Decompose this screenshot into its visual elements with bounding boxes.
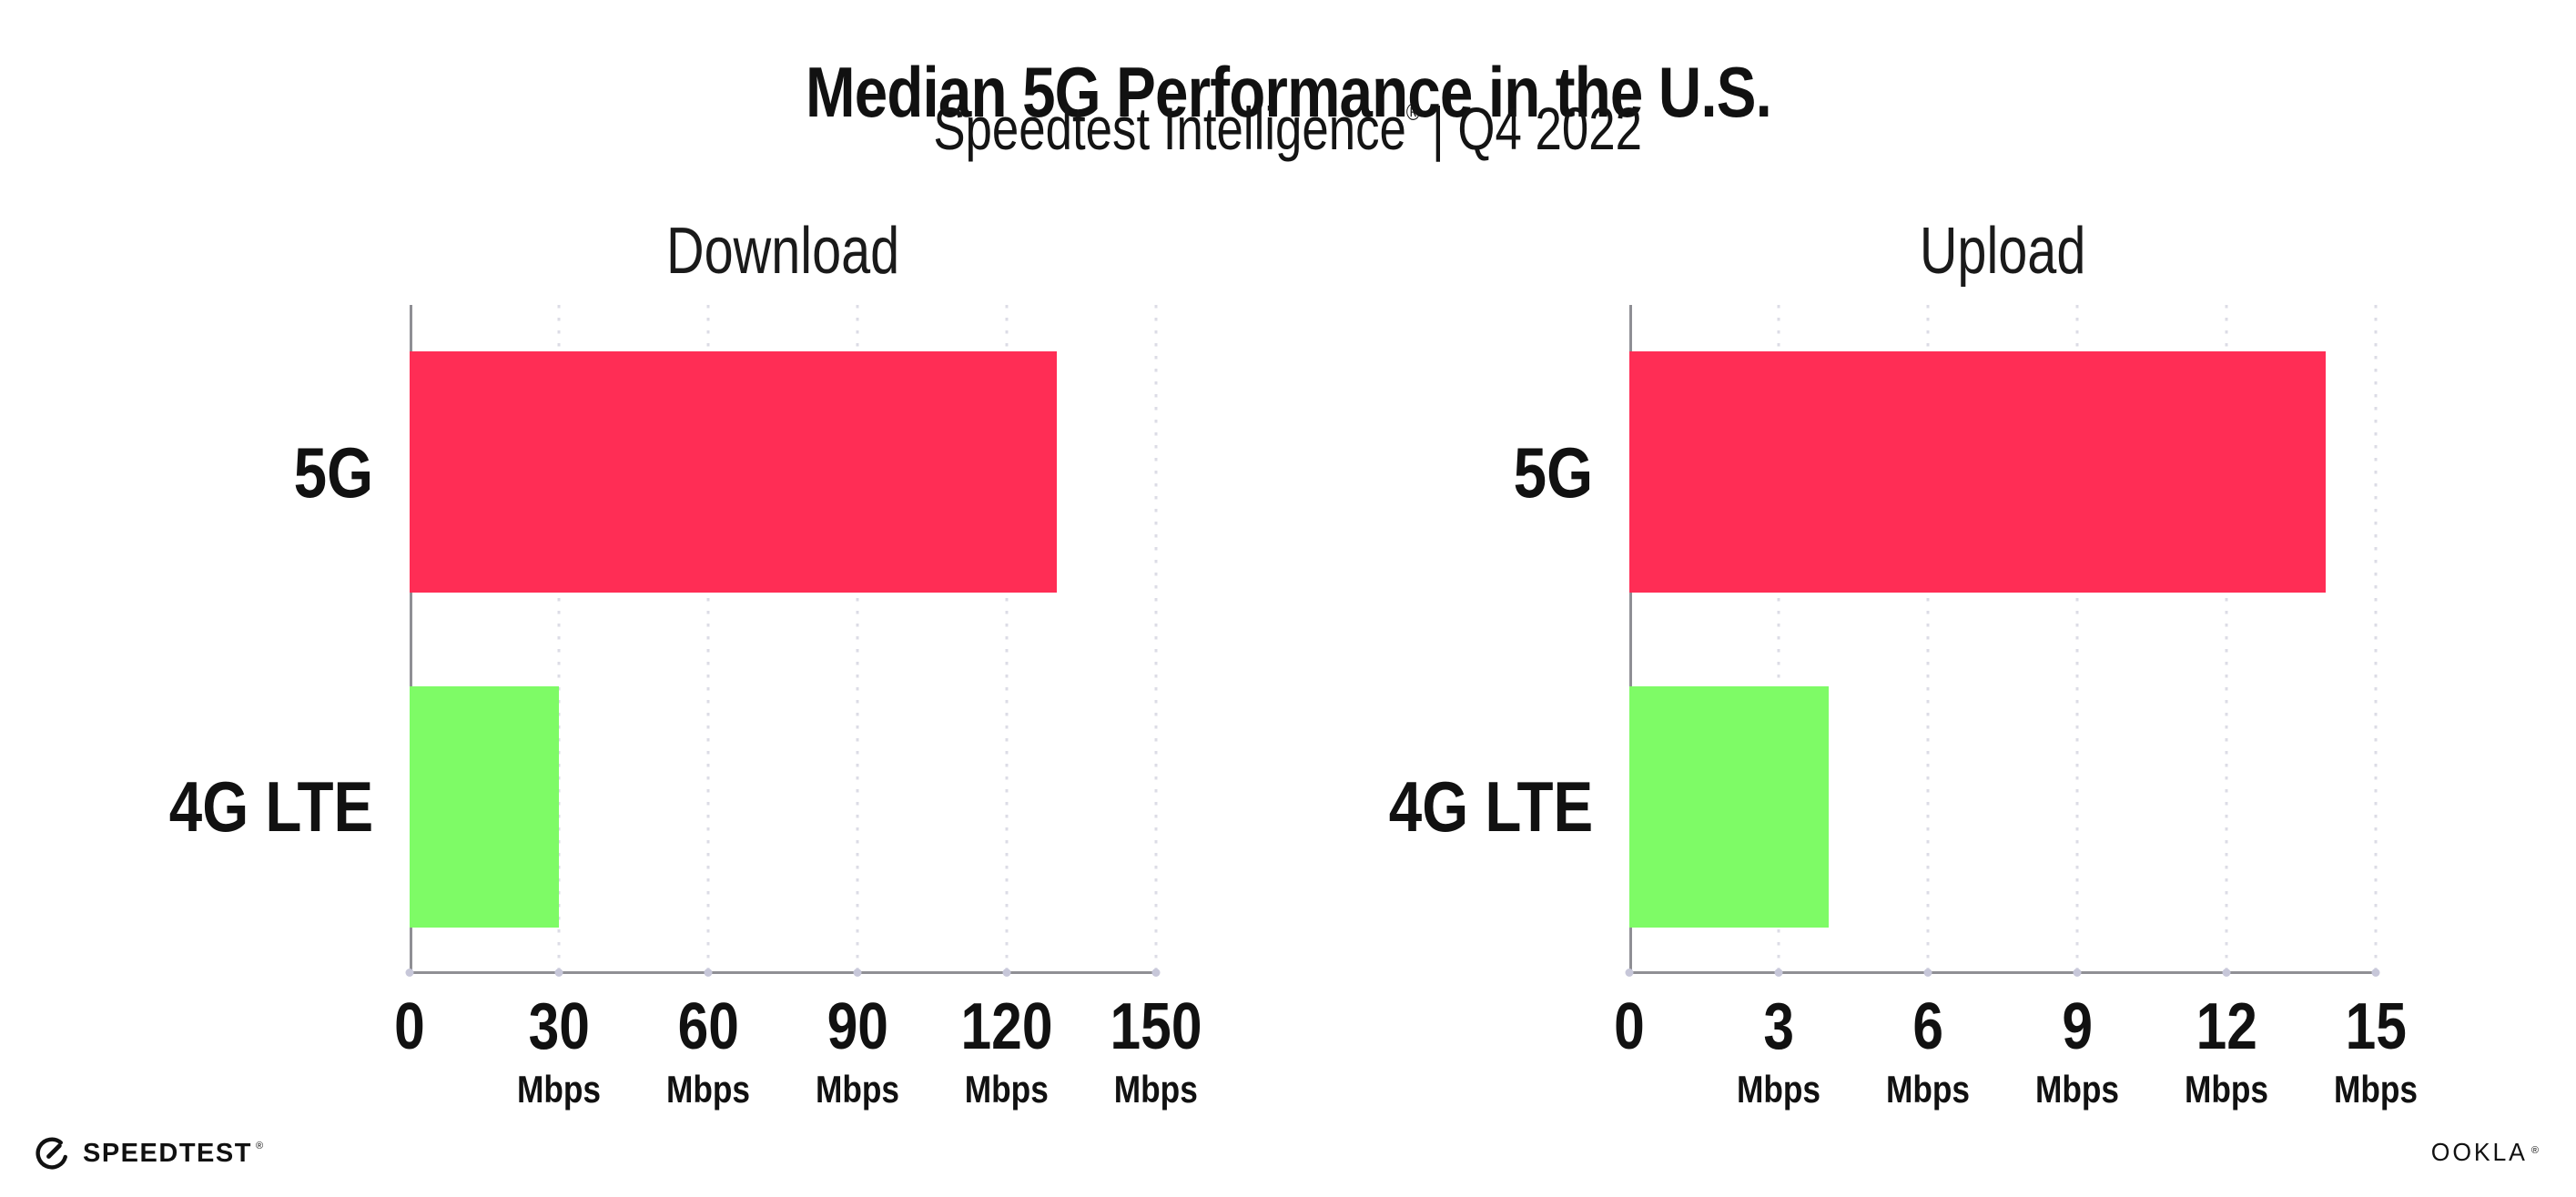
download-chart-title: Download bbox=[410, 218, 1156, 284]
speedtest-registered-icon: ® bbox=[255, 1141, 264, 1151]
ookla-logo: OOKLA ® bbox=[2429, 1140, 2541, 1165]
bar-row-5g bbox=[1629, 305, 2376, 640]
registered-trademark-icon: ® bbox=[1406, 98, 1421, 126]
upload-y-axis-line bbox=[1629, 305, 1632, 974]
x-tick-unit: Mbps bbox=[2184, 1068, 2269, 1111]
upload-bars bbox=[1629, 305, 2376, 974]
x-tick-value: 90 bbox=[827, 990, 888, 1063]
y-axis-label-5g: 5G bbox=[293, 431, 373, 512]
download-y-axis-line bbox=[410, 305, 412, 974]
x-tick-unit: Mbps bbox=[2333, 1068, 2419, 1111]
gridline-15 bbox=[2374, 305, 2378, 974]
x-tick-0: 0 bbox=[1611, 994, 1648, 1060]
gridline-12 bbox=[2225, 305, 2228, 974]
x-tick-unit: Mbps bbox=[2034, 1068, 2120, 1111]
x-tick-value: 30 bbox=[528, 990, 590, 1063]
gridline-150 bbox=[1154, 305, 1158, 974]
gridline-30 bbox=[557, 305, 561, 974]
x-tick-value: 6 bbox=[1912, 990, 1943, 1063]
bar-row-4g-lte bbox=[1629, 640, 2376, 975]
x-tick-150: 150 Mbps bbox=[1101, 994, 1211, 1109]
upload-x-axis-line bbox=[1629, 971, 2376, 974]
x-tick-unit: Mbps bbox=[516, 1068, 602, 1111]
subtitle-product: Speedtest Intelligence bbox=[933, 95, 1407, 162]
bar-5g bbox=[1629, 351, 2327, 593]
x-tick-value: 0 bbox=[1614, 990, 1645, 1063]
x-tick-value: 3 bbox=[1763, 990, 1794, 1063]
download-plot-area bbox=[405, 305, 1161, 977]
x-tick-value: 60 bbox=[677, 990, 739, 1063]
bar-5g bbox=[410, 351, 1057, 593]
download-x-axis-ticks: 0 30 Mbps 60 Mbps 90 Mbps 120 Mbps 150 Mbps bbox=[394, 994, 1202, 1140]
x-tick-unit: Mbps bbox=[1885, 1068, 1971, 1111]
x-tick-value: 150 bbox=[1110, 990, 1202, 1063]
ookla-registered-icon: ® bbox=[2530, 1145, 2541, 1156]
upload-gridlines bbox=[1629, 305, 2378, 974]
x-tick-unit: Mbps bbox=[964, 1068, 1050, 1111]
speedtest-wordmark: SPEEDTEST bbox=[83, 1138, 252, 1168]
upload-x-axis-ticks: 0 3 Mbps 6 Mbps 9 Mbps 12 Mbps 15 Mbps bbox=[1614, 994, 2418, 1140]
download-y-axis-labels: 5G 4G LTE bbox=[91, 305, 373, 974]
x-tick-unit: Mbps bbox=[1736, 1068, 1821, 1111]
page-title-text: Median 5G Performance in the U.S. bbox=[805, 52, 1772, 133]
x-tick-value: 12 bbox=[2196, 990, 2257, 1063]
x-tick-60: 60 Mbps bbox=[658, 994, 758, 1109]
x-tick-value: 120 bbox=[960, 990, 1053, 1063]
x-tick-unit: Mbps bbox=[815, 1068, 900, 1111]
x-tick-30: 30 Mbps bbox=[509, 994, 609, 1109]
bar-row-5g bbox=[410, 305, 1156, 640]
upload-y-axis-labels: 5G 4G LTE bbox=[1311, 305, 1593, 974]
page-subtitle: Speedtest Intelligence® | Q4 2022 bbox=[0, 95, 2576, 164]
gridline-90 bbox=[856, 305, 859, 974]
x-tick-12: 12 Mbps bbox=[2176, 994, 2277, 1109]
x-tick-6: 6 Mbps bbox=[1878, 994, 1978, 1109]
x-tick-9: 9 Mbps bbox=[2027, 994, 2127, 1109]
bar-row-4g-lte bbox=[410, 640, 1156, 975]
upload-chart-title-text: Upload bbox=[1919, 215, 2086, 288]
upload-chart-title: Upload bbox=[1629, 218, 2376, 284]
subtitle-text: Speedtest Intelligence® | Q4 2022 bbox=[934, 95, 1643, 164]
subtitle-period: | Q4 2022 bbox=[1432, 95, 1643, 162]
x-tick-120: 120 Mbps bbox=[952, 994, 1061, 1109]
x-tick-value: 0 bbox=[394, 990, 425, 1063]
bar-4g-lte bbox=[410, 685, 559, 928]
gridline-9 bbox=[2075, 305, 2079, 974]
gridline-6 bbox=[1926, 305, 1930, 974]
download-gridlines bbox=[410, 305, 1158, 974]
bar-4g-lte bbox=[1629, 685, 1829, 928]
gridline-3 bbox=[1777, 305, 1780, 974]
download-chart-title-text: Download bbox=[665, 215, 900, 288]
upload-plot-area bbox=[1625, 305, 2380, 977]
gridline-120 bbox=[1005, 305, 1009, 974]
page-title: Median 5G Performance in the U.S. bbox=[0, 52, 2576, 133]
speedtest-logo: SPEEDTEST ® bbox=[33, 1133, 263, 1173]
x-tick-90: 90 Mbps bbox=[807, 994, 908, 1109]
x-tick-unit: Mbps bbox=[1113, 1068, 1199, 1111]
y-axis-label-4g-lte: 4G LTE bbox=[168, 766, 373, 847]
x-tick-3: 3 Mbps bbox=[1729, 994, 1829, 1109]
download-x-axis-line bbox=[410, 971, 1156, 974]
x-tick-value: 15 bbox=[2345, 990, 2407, 1063]
x-tick-value: 9 bbox=[2062, 990, 2093, 1063]
x-tick-15: 15 Mbps bbox=[2326, 994, 2426, 1109]
ookla-wordmark: OOKLA bbox=[2431, 1138, 2529, 1166]
y-axis-label-4g-lte: 4G LTE bbox=[1388, 766, 1593, 847]
y-axis-label-5g: 5G bbox=[1513, 431, 1593, 512]
x-tick-0: 0 bbox=[391, 994, 428, 1060]
speedtest-gauge-icon bbox=[35, 1137, 67, 1170]
download-bars bbox=[410, 305, 1156, 974]
x-tick-unit: Mbps bbox=[665, 1068, 751, 1111]
gridline-60 bbox=[706, 305, 710, 974]
